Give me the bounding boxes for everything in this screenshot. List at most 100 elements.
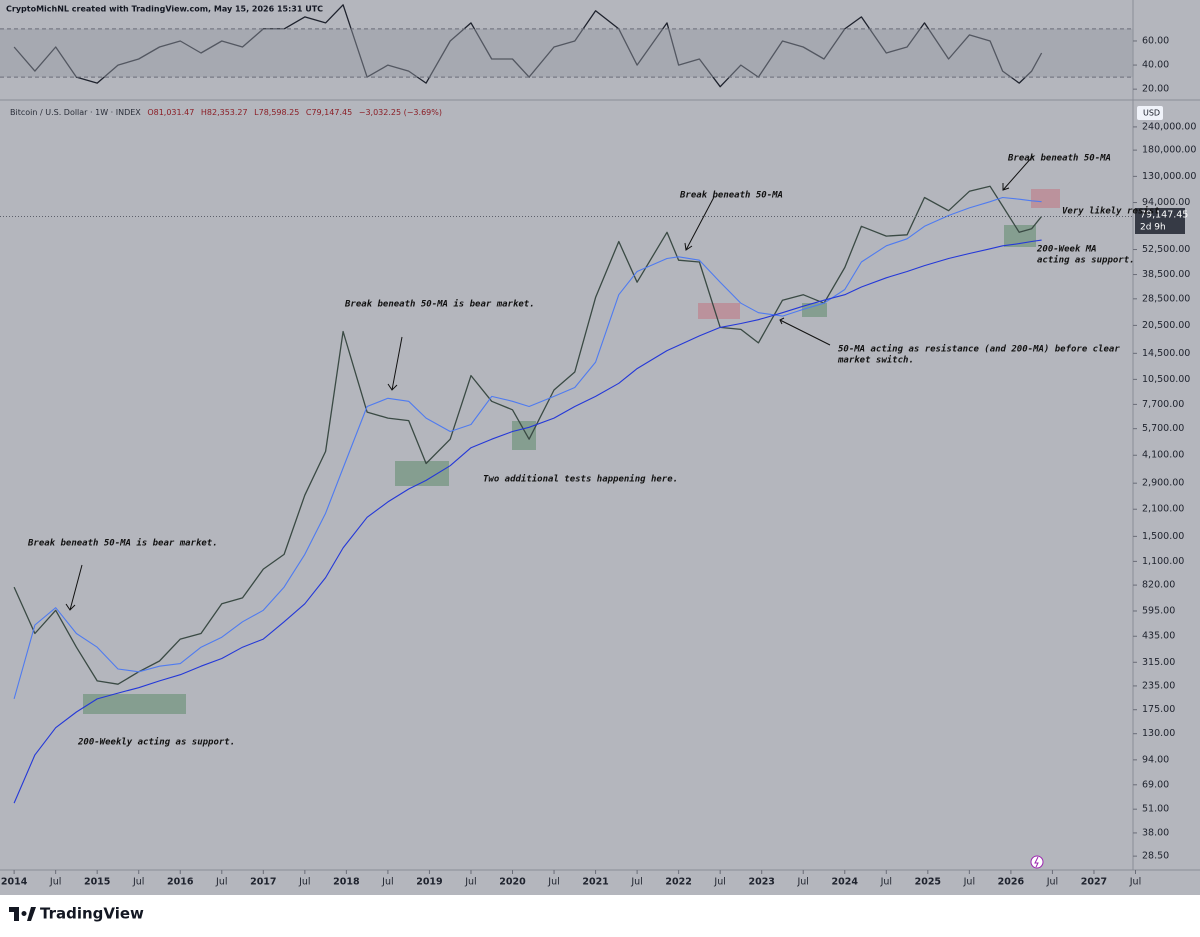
- x-tick-label: 2016: [167, 877, 194, 888]
- annotation: Break beneath 50-MA: [679, 191, 783, 201]
- x-tick-label: Jul: [1129, 877, 1141, 888]
- x-tick-label: 2024: [832, 877, 859, 888]
- arrow: [1002, 155, 1034, 191]
- currency-badge[interactable]: [1137, 106, 1163, 120]
- y-tick-label: 7,700.00: [1142, 399, 1184, 410]
- countdown: 2d 9h: [1140, 223, 1166, 233]
- support-zones: [83, 225, 1036, 714]
- x-tick-label: 2025: [915, 877, 941, 888]
- x-tick-label: 2027: [1081, 877, 1107, 888]
- arrow: [779, 317, 831, 346]
- x-tick-label: Jul: [132, 877, 144, 888]
- support-zone: [512, 421, 536, 450]
- rsi-band: [0, 28, 1133, 78]
- y-tick-label: 175.00: [1142, 704, 1175, 715]
- brand-name: TradingView: [40, 905, 144, 923]
- y-tick-label: 235.00: [1142, 680, 1175, 691]
- y-tick-label: 435.00: [1142, 631, 1175, 642]
- header-credit: CryptoMichNL created with TradingView.co…: [6, 5, 323, 14]
- arrow: [65, 564, 83, 611]
- resistance-zones: [698, 189, 1060, 319]
- y-tick-label: 2,900.00: [1142, 478, 1184, 489]
- x-tick-label: Jul: [215, 877, 227, 888]
- support-zone: [1004, 225, 1036, 247]
- currency-label[interactable]: USD: [1143, 109, 1160, 118]
- annotation: Very likely resist: [1062, 206, 1160, 217]
- y-tick-label: 38.00: [1142, 827, 1169, 838]
- annotations: Break beneath 50-MA is bear market. 200-…: [27, 154, 1160, 748]
- legend-high: H82,353.27: [201, 108, 248, 117]
- series-line: [13, 239, 1042, 804]
- x-tick-label: 2019: [416, 877, 442, 888]
- x-tick-label: Jul: [49, 877, 61, 888]
- y-tick-label: 2,100.00: [1142, 504, 1184, 515]
- legend-change: −3,032.25 (−3.69%): [359, 108, 442, 117]
- arrows: [65, 155, 1034, 611]
- x-tick-label: Jul: [464, 877, 476, 888]
- y-tick-label: 10,500.00: [1142, 374, 1190, 385]
- x-tick-label: 2017: [250, 877, 276, 888]
- y-tick-label: 4,100.00: [1142, 450, 1184, 461]
- y-tick-label: 28,500.00: [1142, 293, 1190, 304]
- annotation: Break beneath 50-MA is bear market.: [344, 299, 535, 310]
- footer: [0, 895, 1200, 933]
- x-tick-label: Jul: [298, 877, 310, 888]
- y-tick-label: 20.00: [1142, 84, 1169, 95]
- annotation: Break beneath 50-MA: [1007, 154, 1111, 164]
- y-tick-label: 28.50: [1142, 851, 1169, 862]
- y-tick-label: 52,500.00: [1142, 244, 1190, 255]
- y-tick-label: 40.00: [1142, 60, 1169, 71]
- legend-symbol: Bitcoin / U.S. Dollar · 1W · INDEX: [10, 108, 141, 117]
- y-tick-label: 60.00: [1142, 35, 1169, 46]
- x-tick-label: 2015: [84, 877, 110, 888]
- resistance-zone: [1031, 189, 1060, 208]
- x-tick-label: 2023: [748, 877, 774, 888]
- x-tick-label: Jul: [880, 877, 892, 888]
- annotation: Two additional tests happening here.: [483, 474, 678, 485]
- support-zone: [83, 694, 186, 714]
- y-tick-label: 94,000.00: [1142, 197, 1190, 208]
- x-tick-label: Jul: [963, 877, 975, 888]
- y-tick-label: 14,500.00: [1142, 348, 1190, 359]
- y-tick-label: 240,000.00: [1142, 121, 1196, 132]
- arrow: [684, 196, 715, 251]
- x-tick-label: 2026: [998, 877, 1025, 888]
- y-tick-label: 130.00: [1142, 728, 1175, 739]
- y-tick-label: 1,500.00: [1142, 531, 1184, 542]
- y-tick-label: 51.00: [1142, 804, 1169, 815]
- last-price: 79,147.45: [1140, 210, 1188, 221]
- legend-open: O81,031.47: [147, 108, 194, 117]
- legend-line: Bitcoin / U.S. Dollar · 1W · INDEX O81,0…: [10, 108, 442, 117]
- x-tick-label: Jul: [713, 877, 725, 888]
- series-line: [13, 4, 1043, 88]
- annotation: 200-Weekly acting as support.: [77, 737, 235, 748]
- y-tick-label: 820.00: [1142, 580, 1175, 591]
- y-tick-label: 69.00: [1142, 779, 1169, 790]
- y-tick-label: 5,700.00: [1142, 423, 1184, 434]
- annotation: Break beneath 50-MA is bear market.: [27, 538, 218, 549]
- y-tick-label: 38,500.00: [1142, 269, 1190, 280]
- x-tick-label: Jul: [796, 877, 808, 888]
- series-line: [13, 185, 1043, 685]
- x-tick-label: 2020: [499, 877, 526, 888]
- x-tick-label: Jul: [1046, 877, 1058, 888]
- y-tick-label: 180,000.00: [1142, 145, 1196, 156]
- chart-background: [0, 0, 1200, 895]
- resistance-zone: [698, 303, 740, 319]
- y-tick-label: 315.00: [1142, 657, 1175, 668]
- annotation: 50-MA acting as resistance (and 200-MA) …: [838, 344, 1120, 355]
- y-tick-label: 130,000.00: [1142, 171, 1196, 182]
- y-tick-label: 94.00: [1142, 754, 1169, 765]
- annotation: market switch.: [837, 355, 914, 366]
- x-tick-label: 2018: [333, 877, 360, 888]
- y-tick-label: 595.00: [1142, 605, 1175, 616]
- x-tick-label: Jul: [630, 877, 642, 888]
- series-line: [13, 196, 1042, 700]
- y-tick-label: 20,500.00: [1142, 320, 1190, 331]
- legend-close: C79,147.45: [306, 108, 352, 117]
- alert-icon[interactable]: [1030, 855, 1044, 869]
- x-tick-label: 2021: [582, 877, 608, 888]
- x-tick-label: Jul: [381, 877, 393, 888]
- alert-icon-bolt: [1034, 856, 1039, 868]
